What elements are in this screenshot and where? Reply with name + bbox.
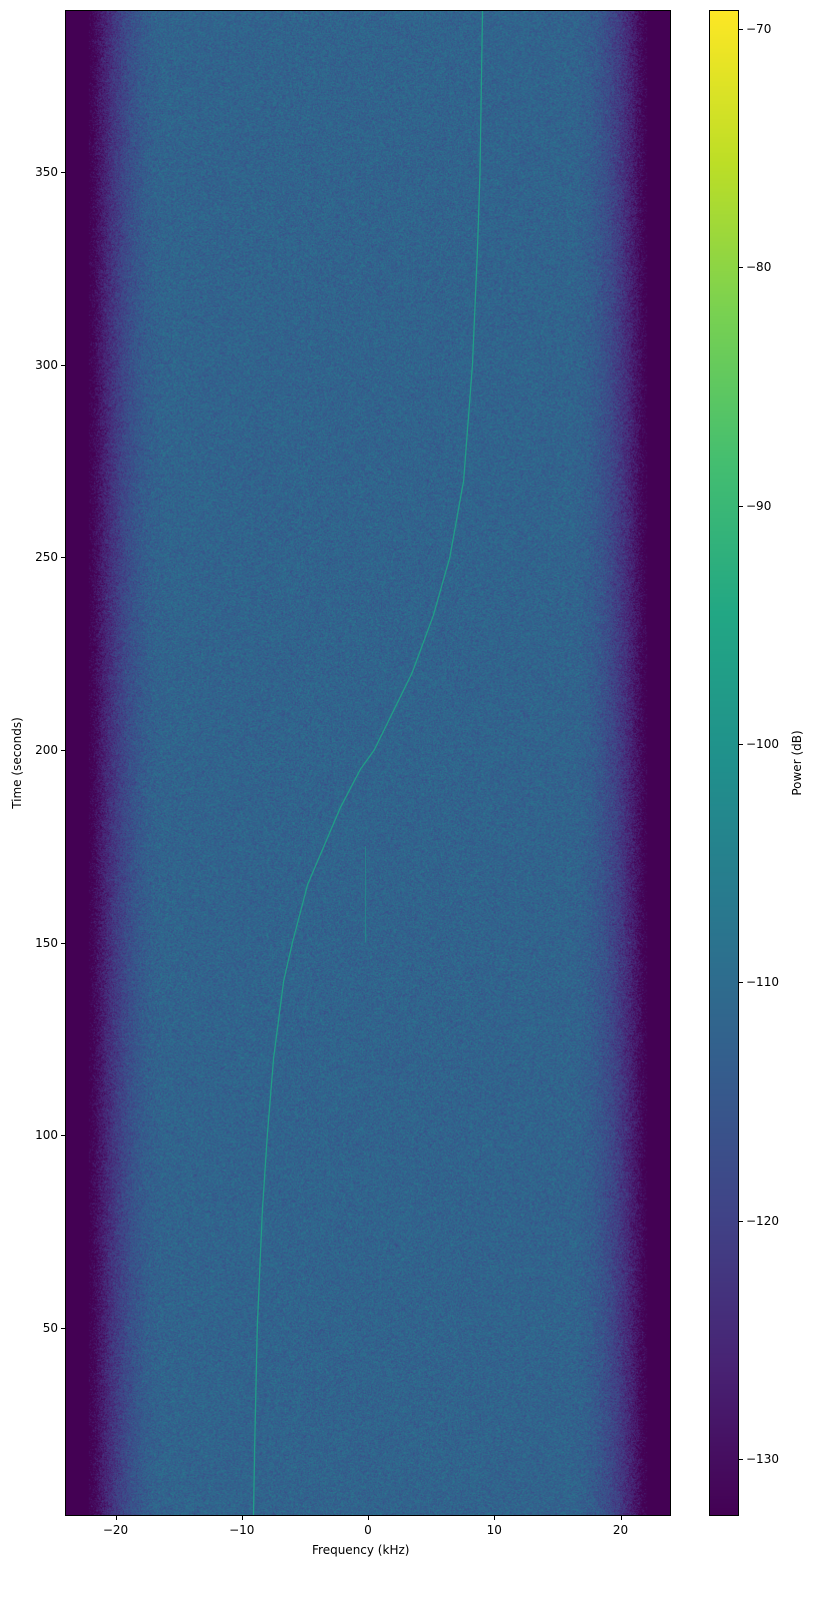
y-tick-label: 250 (35, 550, 58, 564)
x-tick-mark (494, 1516, 495, 1520)
x-tick-label: −10 (229, 1523, 254, 1537)
colorbar-tick-mark (739, 744, 743, 745)
x-tick-label: 10 (487, 1523, 502, 1537)
y-tick-mark (61, 943, 65, 944)
spectrogram-plot (65, 10, 671, 1516)
colorbar-tick-label: −120 (746, 1214, 779, 1228)
colorbar-tick-mark (739, 29, 743, 30)
colorbar-tick-label: −90 (746, 499, 771, 513)
colorbar (709, 10, 739, 1516)
x-tick-mark (116, 1516, 117, 1520)
colorbar-tick-mark (739, 982, 743, 983)
y-tick-mark (61, 557, 65, 558)
y-tick-mark (61, 172, 65, 173)
colorbar-label: Power (dB) (790, 730, 804, 795)
signal-trace-layer (66, 11, 670, 1515)
y-tick-label: 300 (35, 358, 58, 372)
colorbar-tick-label: −110 (746, 975, 779, 989)
x-tick-mark (368, 1516, 369, 1520)
colorbar-tick-label: −70 (746, 22, 771, 36)
y-tick-mark (61, 750, 65, 751)
colorbar-tick-mark (739, 1221, 743, 1222)
x-tick-label: 0 (364, 1523, 372, 1537)
y-tick-mark (61, 1135, 65, 1136)
y-tick-mark (61, 1328, 65, 1329)
y-tick-label: 150 (35, 936, 58, 950)
x-axis-label: Frequency (kHz) (312, 1543, 409, 1557)
colorbar-gradient (710, 11, 738, 1515)
x-tick-label: −20 (103, 1523, 128, 1537)
y-tick-label: 350 (35, 165, 58, 179)
y-tick-label: 50 (43, 1321, 58, 1335)
colorbar-tick-mark (739, 506, 743, 507)
y-axis-label: Time (seconds) (10, 717, 24, 809)
colorbar-tick-label: −100 (746, 737, 779, 751)
x-tick-mark (242, 1516, 243, 1520)
x-tick-label: 20 (613, 1523, 628, 1537)
y-tick-label: 100 (35, 1128, 58, 1142)
colorbar-tick-label: −130 (746, 1452, 779, 1466)
y-tick-label: 200 (35, 743, 58, 757)
x-tick-mark (621, 1516, 622, 1520)
colorbar-tick-mark (739, 1459, 743, 1460)
colorbar-tick-mark (739, 267, 743, 268)
signal-trace (253, 11, 482, 1515)
y-tick-mark (61, 365, 65, 366)
colorbar-tick-label: −80 (746, 260, 771, 274)
